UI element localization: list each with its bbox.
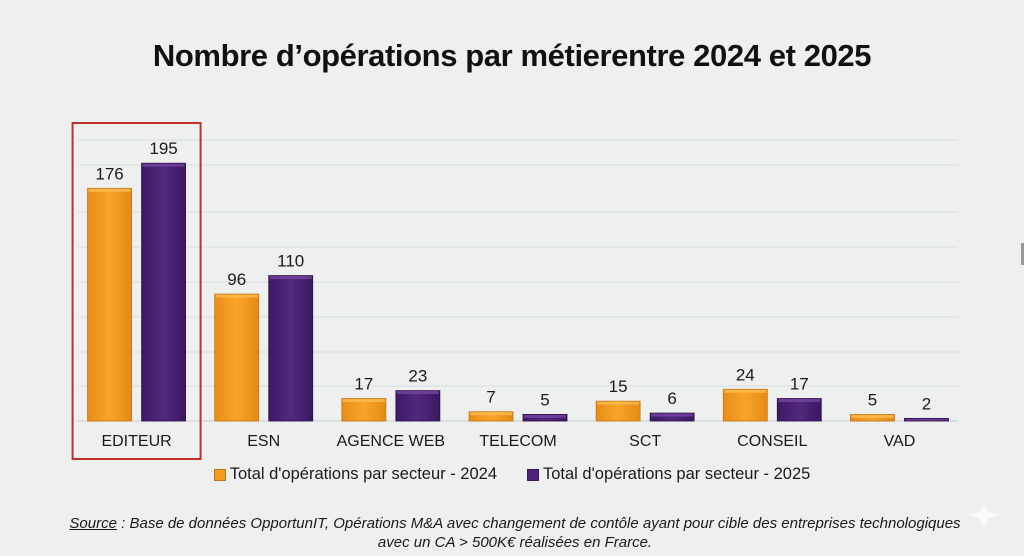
category-label: CONSEIL (737, 433, 807, 450)
value-label: 17 (354, 375, 373, 394)
bar-2024 (214, 293, 260, 422)
value-label: 96 (227, 270, 246, 289)
value-label: 24 (736, 365, 755, 384)
bar-highlight (597, 401, 640, 405)
value-label: 195 (149, 139, 177, 158)
highlight-box (71, 122, 202, 460)
legend: Total d'opérations par secteur - 2024 To… (0, 465, 1024, 484)
source-label: Source (69, 515, 117, 532)
bar-highlight (724, 389, 767, 393)
category-label: AGENCE WEB (337, 433, 445, 450)
category-label: EDITEUR (101, 433, 171, 450)
legend-item-2024[interactable]: Total d'opérations par secteur - 2024 (213, 465, 497, 484)
category-labels: EDITEUR ESN AGENCE WEB TELECOM SCT CONSEIL VAD (101, 433, 915, 450)
bar-highlight (142, 163, 185, 167)
bar-highlight (269, 276, 312, 280)
legend-label-2025: Total d'opérations par secteur - 2025 (543, 465, 811, 483)
bar-highlight (215, 294, 258, 298)
bar-highlight (342, 399, 385, 403)
source-note: Source : Base de données OpportunIT, Opé… (60, 514, 970, 552)
bar-highlight (778, 399, 821, 403)
value-label: 176 (95, 164, 123, 183)
chart-title: Nombre d’opérations par métierentre 2024… (152, 38, 872, 73)
value-label: 2 (922, 394, 931, 413)
highlight-frame (71, 122, 202, 460)
bar-highlight (396, 391, 439, 395)
legend-item-2025[interactable]: Total d'opérations par secteur - 2025 (527, 465, 810, 484)
category-label: TELECOM (479, 433, 556, 450)
bar-2025 (776, 398, 822, 422)
bar-highlight (470, 412, 512, 416)
source-separator: : (116, 515, 130, 532)
bar-highlight (851, 414, 894, 418)
value-labels: 176 195 96 110 17 23 7 5 15 6 24 17 5 2 (95, 139, 931, 413)
value-label: 15 (609, 377, 628, 396)
value-label: 7 (486, 388, 495, 407)
bar-2024 (341, 398, 387, 422)
bar-2025 (268, 275, 314, 422)
legend-label-2024: Total d'opérations par secteur - 2024 (229, 465, 497, 483)
value-label: 6 (667, 389, 676, 408)
value-label: 5 (868, 390, 877, 409)
source-text: Base de données OpportunIT, Opérations M… (129, 515, 961, 551)
bar-2025 (395, 390, 441, 422)
bar-2024 (595, 400, 641, 422)
bar-highlight (88, 188, 131, 192)
value-label: 23 (408, 367, 427, 386)
bar-2024 (468, 411, 514, 422)
category-label: ESN (247, 433, 280, 450)
value-label: 110 (277, 252, 304, 271)
value-label: 5 (540, 390, 549, 409)
bar-highlight (651, 413, 694, 417)
legend-swatch-2025 (527, 468, 539, 481)
bar-highlight (905, 418, 948, 421)
category-label: VAD (884, 433, 916, 450)
scroll-edge-marker (1021, 243, 1024, 265)
bar-2024 (87, 187, 132, 422)
value-label: 17 (790, 375, 809, 394)
bar-2025 (141, 162, 186, 422)
category-label: SCT (629, 433, 661, 450)
legend-swatch-2024 (213, 468, 226, 481)
bar-2024 (722, 388, 768, 422)
sparkle-icon (968, 499, 1000, 531)
bar-2025 (649, 412, 695, 422)
bars (87, 162, 949, 422)
bar-highlight (524, 414, 566, 418)
gridlines (78, 139, 958, 422)
